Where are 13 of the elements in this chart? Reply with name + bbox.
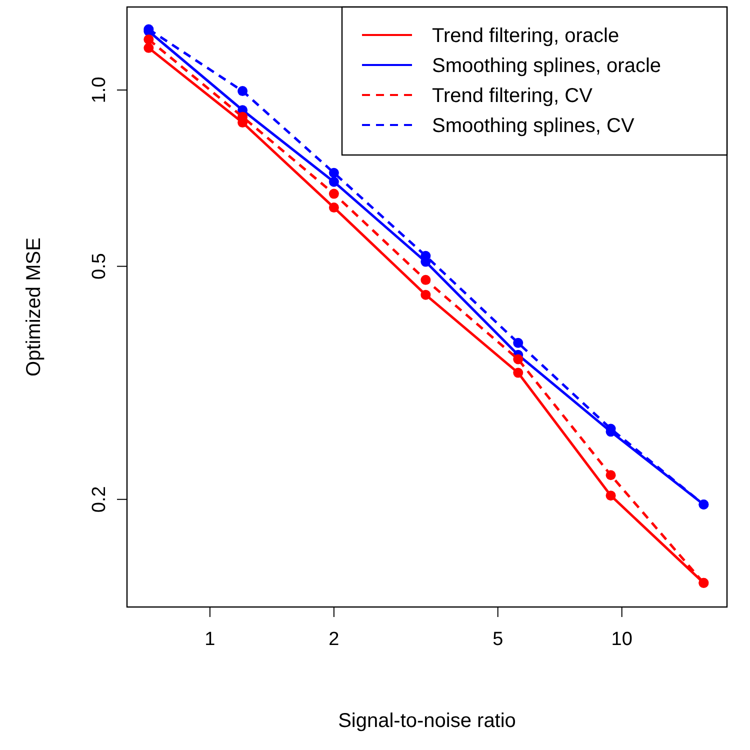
x-tick-label: 10 bbox=[611, 629, 632, 650]
legend-label: Trend filtering, CV bbox=[432, 85, 594, 107]
legend-label: Smoothing splines, CV bbox=[432, 115, 635, 137]
legend-label: Trend filtering, oracle bbox=[432, 25, 620, 47]
x-tick-label: 1 bbox=[204, 629, 216, 650]
legend-label: Smoothing splines, oracle bbox=[432, 55, 662, 77]
y-tick-label: 0.2 bbox=[89, 486, 110, 513]
y-axis-title: Optimized MSE bbox=[23, 238, 45, 376]
y-tick-label: 0.5 bbox=[89, 253, 110, 280]
y-tick-label: 1.0 bbox=[89, 76, 110, 104]
x-tick-label: 2 bbox=[328, 629, 340, 650]
x-axis-title: Signal-to-noise ratio bbox=[338, 710, 516, 732]
x-tick-label: 5 bbox=[492, 629, 504, 650]
